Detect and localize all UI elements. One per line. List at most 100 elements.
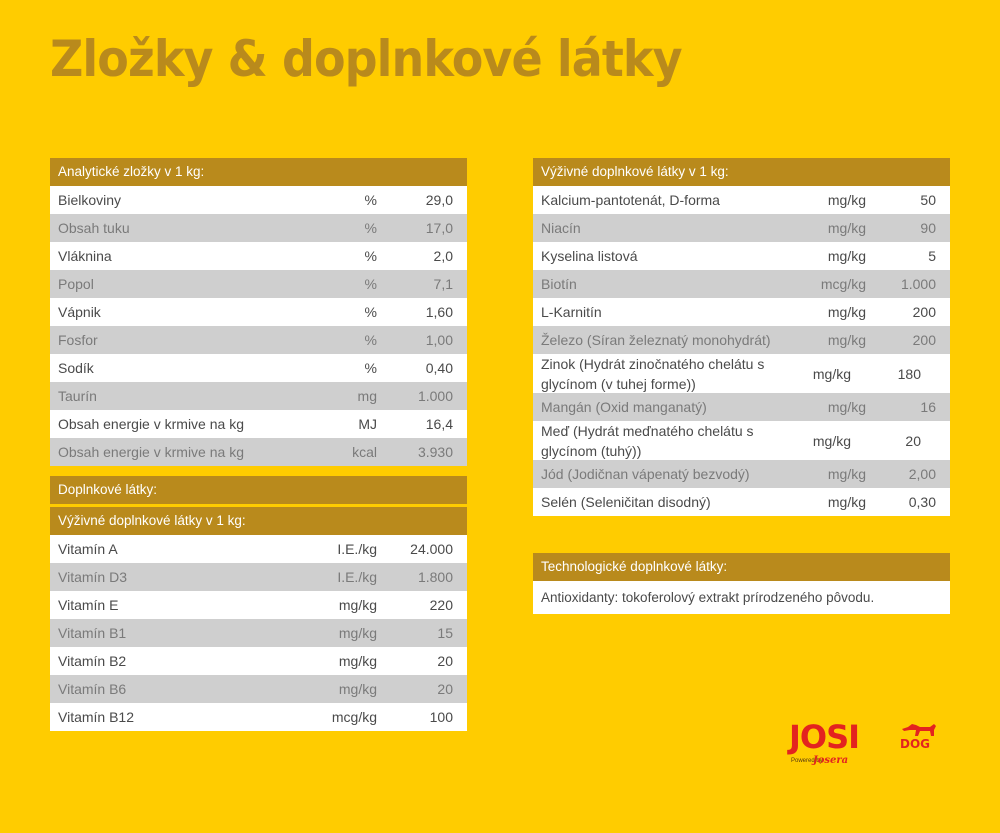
row-unit: % bbox=[364, 276, 377, 292]
table-row: Vitamín B6 mg/kg 20 bbox=[50, 675, 467, 703]
technological-header: Technologické doplnkové látky: bbox=[533, 553, 950, 581]
josidog-logo: JOSI DOG Powered by Josera bbox=[789, 718, 949, 778]
table-row: Vitamín B1 mg/kg 15 bbox=[50, 619, 467, 647]
row-unit: mg/kg bbox=[338, 653, 377, 669]
row-name: Vitamín B12 bbox=[58, 709, 135, 725]
logo-brand-text: Josera bbox=[813, 755, 849, 766]
row-value: 90 bbox=[920, 220, 936, 236]
row-unit: % bbox=[364, 304, 377, 320]
row-unit: mg bbox=[357, 388, 377, 404]
row-name: Obsah energie v krmive na kg bbox=[58, 416, 244, 432]
row-name: Vitamín B1 bbox=[58, 625, 127, 641]
row-name: Taurín bbox=[58, 388, 97, 404]
analytical-rows: Bielkoviny% 29,0 Obsah tuku% 17,0 Vláknina% 2… bbox=[50, 186, 467, 466]
dog-icon bbox=[902, 724, 936, 736]
row-value: 20 bbox=[905, 432, 921, 449]
nutritional-header: Výživné doplnkové látky v 1 kg: bbox=[533, 158, 950, 186]
row-name: Kalcium-pantotenát, D-forma bbox=[541, 192, 720, 208]
analytical-table: Analytické zložky v 1 kg: Bielkoviny% 29,… bbox=[50, 158, 467, 466]
row-value: 24.000 bbox=[410, 541, 453, 557]
table-row: Vitamín B12 mcg/kg 100 bbox=[50, 703, 467, 731]
additives-table: Doplnkové látky: Výživné doplnkové látky… bbox=[50, 476, 467, 731]
logo-powered-text: Powered by bbox=[791, 758, 823, 764]
row-name: Sodík bbox=[58, 360, 94, 376]
row-name: L-Karnitín bbox=[541, 304, 602, 320]
row-value: 16 bbox=[920, 399, 936, 415]
logo-josi-text: JOSI bbox=[789, 718, 860, 756]
additives-header: Doplnkové látky: bbox=[50, 476, 467, 504]
row-value: 0,40 bbox=[425, 360, 453, 376]
table-row: Sodík% 0,40 bbox=[50, 354, 467, 382]
row-value: 1.000 bbox=[900, 276, 936, 292]
row-unit: % bbox=[364, 192, 377, 208]
row-name: Jód (Jodičnan vápenatý bezvodý) bbox=[541, 466, 750, 482]
table-row: Fosfor% 1,00 bbox=[50, 326, 467, 354]
row-unit: mcg/kg bbox=[820, 276, 866, 292]
row-name: Kyselina listová bbox=[541, 248, 638, 264]
row-name: Vitamín B2 bbox=[58, 653, 127, 669]
row-value: 1,60 bbox=[425, 304, 453, 320]
row-name: Vitamín A bbox=[58, 541, 118, 557]
row-name: Popol bbox=[58, 276, 94, 292]
row-unit: mg/kg bbox=[338, 597, 377, 613]
row-value: 2,00 bbox=[908, 466, 936, 482]
row-unit: mg/kg bbox=[827, 192, 866, 208]
row-unit: mg/kg bbox=[827, 399, 866, 415]
row-name: Fosfor bbox=[58, 332, 98, 348]
table-row: Kyselina listová mg/kg 5 bbox=[533, 242, 950, 270]
row-unit: mg/kg bbox=[812, 365, 851, 382]
row-unit: MJ bbox=[358, 416, 377, 432]
row-value: 100 bbox=[429, 709, 453, 725]
logo-dog-text: DOG bbox=[900, 737, 931, 751]
table-row: Jód (Jodičnan vápenatý bezvodý) mg/kg 2,00 bbox=[533, 460, 950, 488]
row-name: Bielkoviny bbox=[58, 192, 122, 208]
table-row: Obsah energie v krmive na kg MJ 16,4 bbox=[50, 410, 467, 438]
row-unit: mg/kg bbox=[827, 220, 866, 236]
row-unit: mg/kg bbox=[338, 625, 377, 641]
row-name: Vitamín B6 bbox=[58, 681, 127, 697]
row-value: 50 bbox=[920, 192, 936, 208]
table-row: Vitamín A I.E./kg 24.000 bbox=[50, 535, 467, 563]
table-row: Niacín mg/kg 90 bbox=[533, 214, 950, 242]
table-row: Vitamín D3 I.E./kg 1.800 bbox=[50, 563, 467, 591]
row-name: Mangán (Oxid manganatý) bbox=[541, 399, 707, 415]
analytical-header: Analytické zložky v 1 kg: bbox=[50, 158, 467, 186]
row-value: 200 bbox=[912, 304, 936, 320]
technological-table: Technologické doplnkové látky: Antioxida… bbox=[533, 553, 950, 614]
row-unit: mg/kg bbox=[827, 248, 866, 264]
row-value: 3.930 bbox=[417, 444, 453, 460]
row-value: 20 bbox=[437, 681, 453, 697]
row-unit: % bbox=[364, 360, 377, 376]
row-unit: mcg/kg bbox=[331, 709, 377, 725]
row-unit: mg/kg bbox=[827, 304, 866, 320]
row-name: Vitamín E bbox=[58, 597, 119, 613]
table-row: Mangán (Oxid manganatý) mg/kg 16 bbox=[533, 393, 950, 421]
row-value: 1.000 bbox=[417, 388, 453, 404]
table-row: Zinok (Hydrát zinočnatého chelátu s glyc… bbox=[533, 354, 950, 393]
row-value: 200 bbox=[912, 332, 936, 348]
row-value: 17,0 bbox=[425, 220, 453, 236]
table-row: Meď (Hydrát meďnatého chelátu s glycínom… bbox=[533, 421, 950, 460]
row-unit: mg/kg bbox=[812, 432, 851, 449]
row-unit: mg/kg bbox=[827, 494, 866, 510]
table-row: Železo (Síran železnatý monohydrát) mg/kg… bbox=[533, 326, 950, 354]
table-row: Vláknina% 2,0 bbox=[50, 242, 467, 270]
row-name: Vitamín D3 bbox=[58, 569, 127, 585]
row-unit: % bbox=[364, 220, 377, 236]
row-name: Železo (Síran železnatý monohydrát) bbox=[541, 332, 771, 348]
page-title: Zložky & doplnkové látky bbox=[50, 30, 683, 88]
table-row: Taurín mg 1.000 bbox=[50, 382, 467, 410]
table-row: Bielkoviny% 29,0 bbox=[50, 186, 467, 214]
row-value: 220 bbox=[429, 597, 453, 613]
row-value: 180 bbox=[897, 365, 921, 382]
row-name: Zinok (Hydrát zinočnatého chelátu s glyc… bbox=[541, 355, 765, 392]
row-value: 20 bbox=[437, 653, 453, 669]
table-row: Vitamín B2 mg/kg 20 bbox=[50, 647, 467, 675]
row-name: Vápnik bbox=[58, 304, 101, 320]
row-name: Selén (Seleničitan disodný) bbox=[541, 494, 711, 510]
table-row: Obsah tuku% 17,0 bbox=[50, 214, 467, 242]
row-unit: mg/kg bbox=[827, 466, 866, 482]
row-value: 29,0 bbox=[425, 192, 453, 208]
row-value: 2,0 bbox=[433, 248, 453, 264]
row-value: 1.800 bbox=[417, 569, 453, 585]
